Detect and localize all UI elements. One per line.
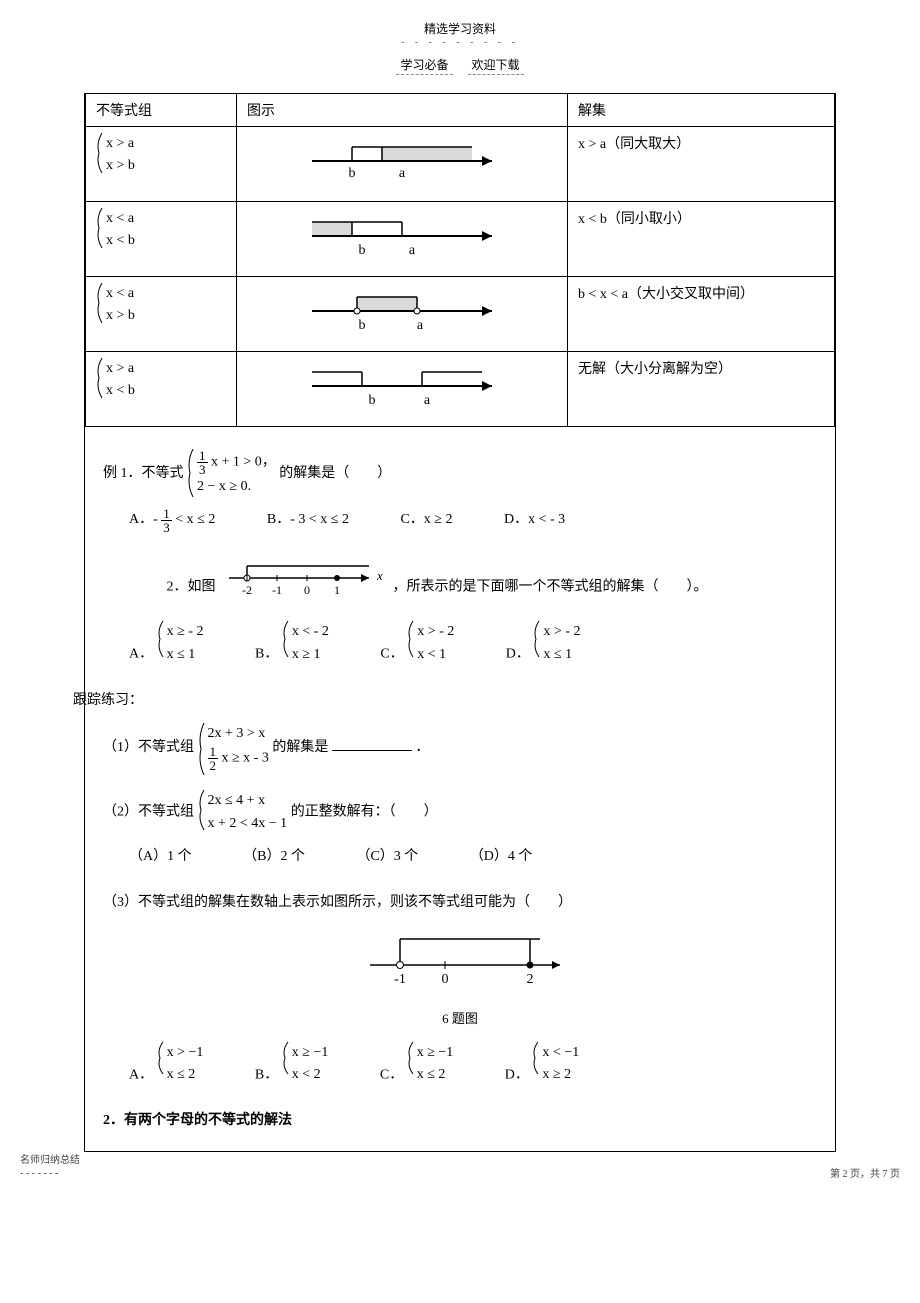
- opt-d: D． x > - 2x ≤ 1: [506, 621, 581, 668]
- table-row: x > a x > b b a x: [86, 127, 835, 202]
- top-dots: - - - - - - - - -: [0, 37, 920, 48]
- p3-diagram: -1 0 2 6 题图: [103, 925, 817, 1032]
- opt-c: C．x ≥ 2: [400, 506, 452, 534]
- opt-a: （A）1 个: [129, 843, 192, 871]
- practice-3: （3）不等式组的解集在数轴上表示如图所示，则该不等式组可能为（ ）: [103, 889, 817, 917]
- svg-text:1: 1: [334, 583, 340, 597]
- ex2-suffix: ，所表示的是下面哪一个不等式组的解集（ ）。: [393, 580, 708, 595]
- ex1-system: 13 x + 1 > 0， 2 − x ≥ 0.: [187, 449, 276, 498]
- svg-text:0: 0: [442, 972, 449, 987]
- ex2-prefix: 2．如图: [167, 580, 216, 595]
- opt-d: （D）4 个: [470, 843, 533, 871]
- footer-left: 名师归纳总结 - - - - - - -: [20, 1154, 80, 1180]
- top-title: 精选学习资料: [0, 20, 920, 37]
- table-row: x < a x > b b a: [86, 277, 835, 352]
- p2-system: 2x ≤ 4 + x x + 2 < 4x − 1: [198, 790, 288, 835]
- ex1-suffix: 的解集是（ ）: [279, 466, 391, 481]
- label-b: b: [349, 166, 356, 181]
- p2-options: （A）1 个 （B）2 个 （C）3 个 （D）4 个: [129, 843, 817, 871]
- sys-line: x < b: [106, 233, 135, 248]
- opt-c: （C）3 个: [356, 843, 418, 871]
- ex1-options: A．- 13 < x ≤ 2 B．- 3 < x ≤ 2 C．x ≥ 2 D．x…: [129, 506, 817, 534]
- blank-line: [332, 736, 412, 751]
- sub-right: 欢迎下载: [468, 58, 524, 75]
- opt-a: A． x > −1x ≤ 2: [129, 1042, 203, 1089]
- svg-text:-1: -1: [272, 583, 282, 597]
- p1-system: 2x + 3 > x 12 x ≥ x - 3: [198, 723, 269, 772]
- ex2-numberline: -2 -1 0 1 x: [219, 562, 389, 613]
- sys-line: x > b: [106, 158, 135, 173]
- svg-text:-2: -2: [242, 583, 252, 597]
- numberline-diagram: b a: [292, 139, 512, 195]
- solution-cell: b < x < a（大小交叉取中间）: [568, 277, 835, 352]
- p3-options: A． x > −1x ≤ 2 B． x ≥ −1x < 2 C． x ≥ −1x…: [129, 1042, 817, 1089]
- numberline-diagram: b a: [292, 289, 512, 345]
- main-content-box: 不等式组 图示 解集 x > a x > b: [84, 93, 836, 1152]
- opt-d: D． x < −1x ≥ 2: [505, 1042, 579, 1089]
- solution-cell: x < b（同小取小）: [568, 202, 835, 277]
- svg-text:0: 0: [304, 583, 310, 597]
- opt-d: D．x < - 3: [504, 506, 565, 534]
- sub-left: 学习必备: [396, 58, 452, 75]
- opt-a: A．- 13 < x ≤ 2: [129, 506, 215, 534]
- ex2-options: A． x ≥ - 2x ≤ 1 B． x < - 2x ≥ 1 C． x > -…: [129, 621, 817, 668]
- sys-line: x > b: [106, 308, 135, 323]
- follow-label: 跟踪练习：: [73, 687, 817, 715]
- svg-text:-1: -1: [394, 972, 406, 987]
- opt-b: B． x ≥ −1x < 2: [255, 1042, 328, 1089]
- opt-b: B． x < - 2x ≥ 1: [255, 621, 329, 668]
- p3-caption: 6 题图: [103, 1006, 817, 1032]
- th-sol: 解集: [568, 94, 835, 127]
- solution-cell: 无解（大小分离解为空）: [568, 352, 835, 427]
- opt-c: C． x > - 2x < 1: [380, 621, 454, 668]
- solution-cell: x > a（同大取大）: [568, 127, 835, 202]
- svg-text:x: x: [376, 568, 383, 583]
- numberline-diagram: b a: [292, 364, 512, 420]
- th-sys: 不等式组: [86, 94, 237, 127]
- page-sub-header: 学习必备 欢迎下载: [0, 56, 920, 73]
- opt-a: A． x ≥ - 2x ≤ 1: [129, 621, 203, 668]
- numberline-diagram: b a: [292, 214, 512, 270]
- sys-line: x > a: [106, 136, 134, 151]
- label-a: a: [409, 243, 416, 258]
- ex1-prefix: 例 1．不等式: [103, 466, 184, 481]
- system-brace: x > a x > b: [96, 133, 135, 178]
- system-brace: x < a x > b: [96, 283, 135, 328]
- svg-text:2: 2: [527, 972, 534, 987]
- example-2: 2．如图 -2 -1 0: [103, 562, 817, 613]
- label-b: b: [369, 393, 376, 408]
- label-a: a: [424, 393, 431, 408]
- table-row: x > a x < b b a 无解: [86, 352, 835, 427]
- label-b: b: [359, 318, 366, 333]
- sys-line: x < b: [106, 383, 135, 398]
- practice-1: （1）不等式组 2x + 3 > x 12 x ≥ x - 3 的解集是 ．: [103, 723, 817, 772]
- practice-2: （2）不等式组 2x ≤ 4 + x x + 2 < 4x − 1 的正整数解有…: [103, 790, 817, 835]
- label-a: a: [399, 166, 406, 181]
- opt-b: B．- 3 < x ≤ 2: [267, 506, 349, 534]
- sys-line: x < a: [106, 211, 134, 226]
- sys-line: x > a: [106, 361, 134, 376]
- table-row: x < a x < b b a x: [86, 202, 835, 277]
- footer-right: 第 2 页，共 7 页: [830, 1165, 900, 1180]
- sys-line: x < a: [106, 286, 134, 301]
- example-1: 例 1．不等式 13 x + 1 > 0， 2 − x ≥ 0. 的解集是（ ）: [103, 449, 817, 498]
- page-top-header: 精选学习资料 - - - - - - - - -: [0, 20, 920, 48]
- opt-b: （B）2 个: [243, 843, 305, 871]
- system-brace: x < a x < b: [96, 208, 135, 253]
- system-brace: x > a x < b: [96, 358, 135, 403]
- rules-table: 不等式组 图示 解集 x > a x > b: [85, 93, 835, 427]
- label-b: b: [359, 243, 366, 258]
- section-2-title: 2．有两个字母的不等式的解法: [103, 1107, 817, 1135]
- label-a: a: [417, 318, 424, 333]
- th-diagram: 图示: [237, 94, 568, 127]
- opt-c: C． x ≥ −1x ≤ 2: [380, 1042, 453, 1089]
